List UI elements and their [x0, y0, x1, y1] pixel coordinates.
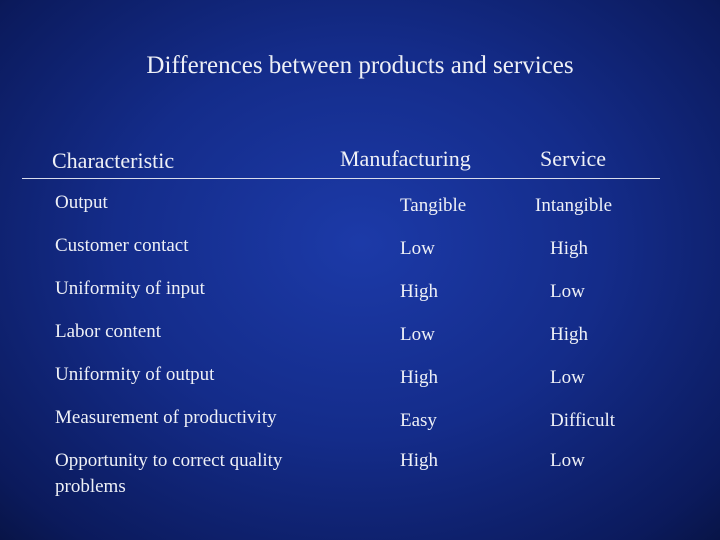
- cell: Low: [400, 324, 435, 345]
- header-rule: [22, 178, 660, 179]
- cell: High: [550, 324, 588, 345]
- column-header: Service: [540, 146, 606, 171]
- cell: High: [400, 450, 438, 471]
- cell: Intangible: [535, 195, 613, 216]
- cell: Easy: [400, 410, 437, 431]
- row-label: Labor content: [55, 321, 162, 342]
- cell: Low: [550, 450, 585, 471]
- row-label: Customer contact: [55, 235, 189, 256]
- row-label: Uniformity of input: [55, 278, 205, 299]
- slide-title: Differences between products and service…: [146, 52, 574, 79]
- row-label: Opportunity to correct quality problems: [55, 450, 283, 497]
- cell: Low: [550, 281, 585, 302]
- row-label: Output: [55, 192, 108, 213]
- cell: High: [400, 281, 438, 302]
- cell: Low: [400, 238, 435, 259]
- cell: Tangible: [400, 195, 467, 216]
- cell: Difficult: [550, 410, 616, 431]
- column-header: Manufacturing: [340, 146, 471, 171]
- cell: Low: [550, 367, 585, 388]
- cell: High: [550, 238, 588, 259]
- cell: High: [400, 367, 438, 388]
- row-label: Measurement of productivity: [55, 407, 277, 428]
- row-label: Uniformity of output: [55, 364, 215, 385]
- column-header: Characteristic: [52, 148, 175, 173]
